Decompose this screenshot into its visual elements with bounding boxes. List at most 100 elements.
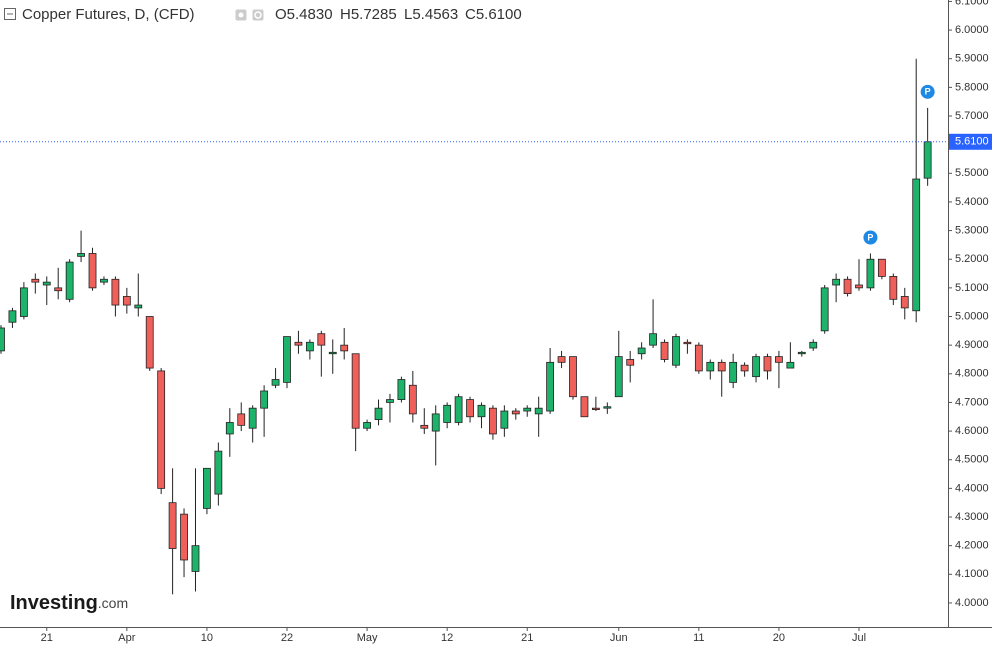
y-tick-label: 4.1000 — [955, 568, 989, 580]
candle-body — [88, 253, 97, 289]
y-tick-label: 5.7000 — [955, 110, 989, 122]
candle-body — [363, 422, 371, 429]
plot-area: PP — [0, 58, 948, 595]
candle-body — [912, 178, 921, 312]
candle-body — [374, 407, 383, 421]
candle-body — [717, 361, 726, 372]
y-tick-label: 4.7000 — [955, 396, 989, 408]
y-tick-label: 4.8000 — [955, 368, 989, 380]
candle-body — [569, 356, 577, 398]
x-tick-label: 10 — [201, 632, 213, 644]
y-tick-label: 4.0000 — [955, 597, 989, 609]
candle-body — [203, 467, 211, 509]
y-tick-label: 5.0000 — [955, 310, 989, 322]
candle-body — [866, 258, 875, 289]
candle-body — [466, 399, 474, 418]
candle-body — [786, 361, 795, 369]
candle-body — [351, 353, 360, 429]
x-tick-label: Jun — [610, 632, 628, 644]
candle-body — [77, 253, 85, 257]
candle-body — [283, 336, 291, 383]
candle-body — [740, 364, 749, 372]
candle-body — [809, 341, 818, 349]
watermark: Investing.com — [10, 592, 128, 614]
candle-body — [603, 406, 612, 409]
y-tick-label: 4.9000 — [955, 339, 989, 351]
x-tick-label: 20 — [773, 632, 785, 644]
candle-body — [305, 341, 314, 352]
candle-body — [477, 404, 486, 418]
ohlc-high: H5.7285 — [340, 6, 397, 23]
candle-body — [0, 327, 5, 352]
candle-body — [900, 296, 909, 309]
candle-body — [775, 356, 783, 363]
event-label: P — [867, 232, 873, 242]
candle-body — [248, 407, 257, 429]
candle-body — [729, 361, 738, 383]
candle-body — [31, 278, 40, 283]
candle-body — [225, 422, 234, 435]
settings-icon-gear — [254, 11, 262, 19]
candle-body — [797, 351, 806, 355]
y-tick-label: 6.1000 — [955, 0, 989, 7]
x-tick-label: May — [357, 632, 378, 644]
eye-icon-dot — [238, 12, 244, 18]
watermark-domain: .com — [98, 595, 128, 611]
x-tick-label: 11 — [693, 632, 704, 644]
y-tick-label: 5.2000 — [955, 253, 989, 265]
x-tick-label: Jul — [852, 632, 866, 644]
candle-body — [54, 287, 63, 292]
candle-body — [328, 351, 337, 355]
candle-body — [843, 278, 852, 294]
candle-body — [660, 341, 669, 360]
candle-body — [317, 333, 326, 346]
candle-body — [637, 347, 646, 355]
y-tick-label: 5.8000 — [955, 81, 989, 93]
candle-body — [626, 359, 635, 366]
candle-body — [855, 284, 863, 289]
last-price-box — [949, 133, 992, 150]
candle-body — [397, 379, 406, 400]
y-tick-label: 5.4000 — [955, 196, 989, 208]
y-tick-label: 5.5000 — [955, 167, 989, 179]
candle-body — [340, 344, 349, 352]
candle-body — [294, 341, 303, 346]
symbol-title: Copper Futures, D, (CFD) — [22, 6, 195, 23]
candle-body — [191, 545, 200, 572]
candle-body — [8, 310, 17, 323]
settings-icon[interactable] — [252, 9, 264, 21]
candle-body — [889, 276, 898, 300]
event-marker — [863, 230, 878, 245]
y-tick-label: 4.6000 — [955, 425, 989, 437]
candle-body — [923, 141, 932, 179]
candle-body — [420, 424, 429, 429]
candle-body — [431, 413, 440, 432]
candle-body — [168, 502, 177, 549]
candle-body — [134, 304, 143, 309]
candle-body — [511, 410, 520, 415]
candle-body — [832, 278, 841, 286]
watermark-brand: Investing — [10, 592, 98, 614]
y-tick-label: 4.2000 — [955, 540, 989, 552]
candle-body — [145, 316, 154, 369]
candle-body — [454, 396, 463, 423]
candle-body — [443, 404, 452, 423]
candle-body — [614, 356, 623, 398]
ohlc-close: C5.6100 — [465, 6, 522, 23]
x-tick-label: 22 — [281, 632, 293, 644]
collapse-icon[interactable] — [4, 8, 16, 20]
candle-body — [271, 379, 280, 386]
last-price-label: 5.6100 — [955, 136, 989, 148]
y-tick-label: 4.5000 — [955, 454, 989, 466]
candle-body — [877, 258, 886, 277]
candle-body — [19, 287, 28, 317]
candle-body — [489, 407, 497, 435]
ohlc-open: O5.4830 — [275, 6, 333, 23]
candle-body — [580, 396, 589, 418]
candle-body — [820, 287, 829, 332]
x-tick-label: 12 — [441, 632, 453, 644]
axes: 4.0000 4.1000 4.2000 4.3000 4.4000 4.5000 4.60… — [41, 0, 992, 644]
candle-body — [694, 344, 703, 372]
candle-body — [180, 513, 188, 561]
